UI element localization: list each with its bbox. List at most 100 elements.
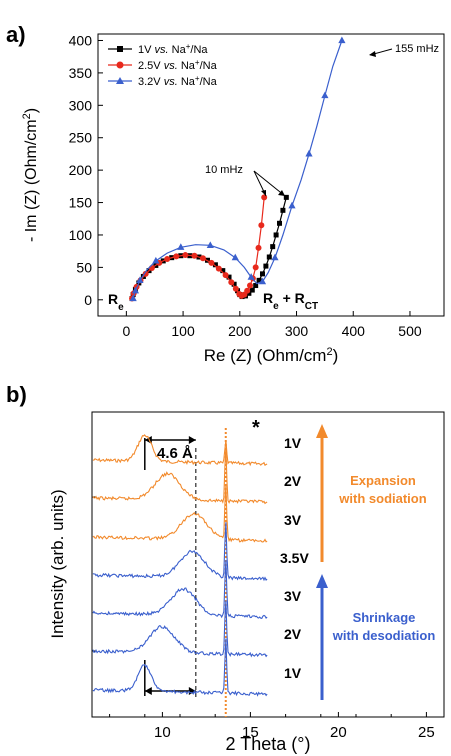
y-tick-label-a: 50 xyxy=(76,259,92,275)
data-point-2-5v xyxy=(258,222,265,229)
data-point-1v xyxy=(259,271,265,277)
x-tick-label-a: 400 xyxy=(342,323,366,339)
data-point-2-5v xyxy=(208,259,215,266)
y-tick-label-a: 300 xyxy=(69,97,93,113)
data-point-1v xyxy=(249,287,255,293)
x-tick-label-a: 300 xyxy=(285,323,309,339)
xrd-trace xyxy=(92,434,268,467)
panel-b-label: b) xyxy=(6,382,27,407)
data-point-2-5v xyxy=(244,287,251,294)
x-tick-label-a: 100 xyxy=(171,323,195,339)
trace-label: 3V xyxy=(284,588,302,604)
data-point-1v xyxy=(280,207,286,213)
y-tick-label-a: 100 xyxy=(69,227,93,243)
impedance-chart: 0 50 100 150 200 250 300 350 400 0 100 200 300 400 500… xyxy=(21,32,445,365)
data-point-3-2v xyxy=(288,201,296,209)
series-line-1 xyxy=(131,197,265,299)
data-point-1v xyxy=(270,244,276,250)
data-point-3-2v xyxy=(271,253,279,261)
y-tick-label-a: 150 xyxy=(69,195,93,211)
data-point-2-5v xyxy=(261,194,268,201)
x-tick-label-a: 500 xyxy=(398,323,422,339)
y-tick-label-a: 400 xyxy=(69,32,93,48)
data-point-2-5v xyxy=(182,252,189,259)
trace-label: 2V xyxy=(284,473,302,489)
legend-a: 1V vs. Na+/Na 2.5V vs. Na+/Na 3.2V vs. N… xyxy=(108,42,218,89)
xrd-chart: 10 15 20 25 1V 2V 3V 3.5V 3V 2V 1V Intensity (arb… xyxy=(48,411,445,754)
expansion-label-2: with sodiation xyxy=(338,491,426,506)
legend-item-3-2v: 3.2V vs. Na+/Na xyxy=(138,74,218,89)
data-point-3-2v xyxy=(321,91,329,99)
data-point-1v xyxy=(273,232,279,238)
data-point-1v xyxy=(256,277,262,283)
data-point-2-5v xyxy=(142,270,149,277)
trace-label: 3.5V xyxy=(280,550,309,566)
data-point-1v xyxy=(266,254,272,260)
data-point-3-2v xyxy=(338,36,346,44)
data-point-1v xyxy=(220,268,226,274)
legend-item-1v: 1V vs. Na+/Na xyxy=(138,42,208,57)
y-axis-label-b: Intensity (arb. units) xyxy=(48,489,67,638)
xrd-trace xyxy=(92,447,268,505)
data-point-1v xyxy=(283,194,289,200)
y-tick-label-a: 200 xyxy=(69,162,93,178)
xrd-trace xyxy=(92,600,268,658)
annotation-re-rct: Re + RCT xyxy=(263,290,318,312)
y-axis-label-a: - Im (Z) (Ohm/cm2) xyxy=(21,108,40,242)
trace-label: 2V xyxy=(284,626,302,642)
data-point-3-2v xyxy=(152,256,160,264)
y-tick-label-a: 350 xyxy=(69,65,93,81)
annotation-155mhz: 155 mHz xyxy=(395,43,439,55)
x-tick-label-b: 25 xyxy=(418,724,435,741)
data-point-2-5v xyxy=(222,272,229,279)
data-point-2-5v xyxy=(173,253,180,260)
data-point-3-2v xyxy=(231,253,239,261)
data-point-1v xyxy=(277,220,283,226)
data-point-2-5v xyxy=(252,264,259,271)
data-point-2-5v xyxy=(164,255,171,262)
data-point-2-5v xyxy=(148,265,155,272)
data-point-3-2v xyxy=(129,294,137,302)
x-tick-label-a: 200 xyxy=(228,323,252,339)
data-point-1v xyxy=(263,263,269,269)
trace-label: 3V xyxy=(284,512,302,528)
trace-label: 1V xyxy=(284,665,302,681)
expansion-label-1: Expansion xyxy=(350,473,416,488)
plot-a-series xyxy=(129,36,346,302)
data-point-2-5v xyxy=(247,282,254,289)
shrinkage-label-2: with desodiation xyxy=(332,628,436,643)
annotation-re: Re xyxy=(108,291,124,313)
x-tick-label-b: 20 xyxy=(330,724,347,741)
data-point-1v xyxy=(246,290,252,296)
x-axis-label-b: 2 Theta (°) xyxy=(226,734,311,754)
x-tick-label-a: 0 xyxy=(122,323,130,339)
x-tick-label-b: 10 xyxy=(154,724,171,741)
plot-b-traces: 1V 2V 3V 3.5V 3V 2V 1V xyxy=(92,428,309,717)
plot-frame-a xyxy=(97,33,445,317)
plot-b-axes: 10 15 20 25 xyxy=(92,496,435,741)
data-point-2-5v xyxy=(228,279,235,286)
data-point-3-2v xyxy=(131,286,140,294)
xrd-trace xyxy=(92,484,268,543)
plot-a-axes: 0 50 100 150 200 250 300 350 400 0 100 200 300 400 500 xyxy=(69,32,422,339)
x-axis-label-a: Re (Z) (Ohm/cm2) xyxy=(204,346,339,365)
data-point-3-2v xyxy=(247,273,255,280)
panel-a-label: a) xyxy=(6,22,26,47)
data-point-3-2v xyxy=(305,149,313,157)
data-point-3-2v xyxy=(177,243,185,250)
xrd-trace xyxy=(92,560,268,620)
data-point-2-5v xyxy=(215,265,222,272)
xrd-trace xyxy=(92,638,268,697)
y-tick-label-a: 250 xyxy=(69,130,93,146)
trace-label: 1V xyxy=(284,435,302,451)
plot-frame-b xyxy=(91,411,445,718)
data-point-1v xyxy=(226,274,232,280)
data-point-1v xyxy=(253,283,259,289)
data-point-1v xyxy=(231,281,237,287)
data-point-3-2v xyxy=(206,241,214,248)
arrow-10mhz-black xyxy=(253,170,286,197)
reference-peak-star: * xyxy=(252,417,260,439)
annotation-10mhz: 10 mHz xyxy=(205,164,243,176)
data-point-2-5v xyxy=(255,244,262,251)
